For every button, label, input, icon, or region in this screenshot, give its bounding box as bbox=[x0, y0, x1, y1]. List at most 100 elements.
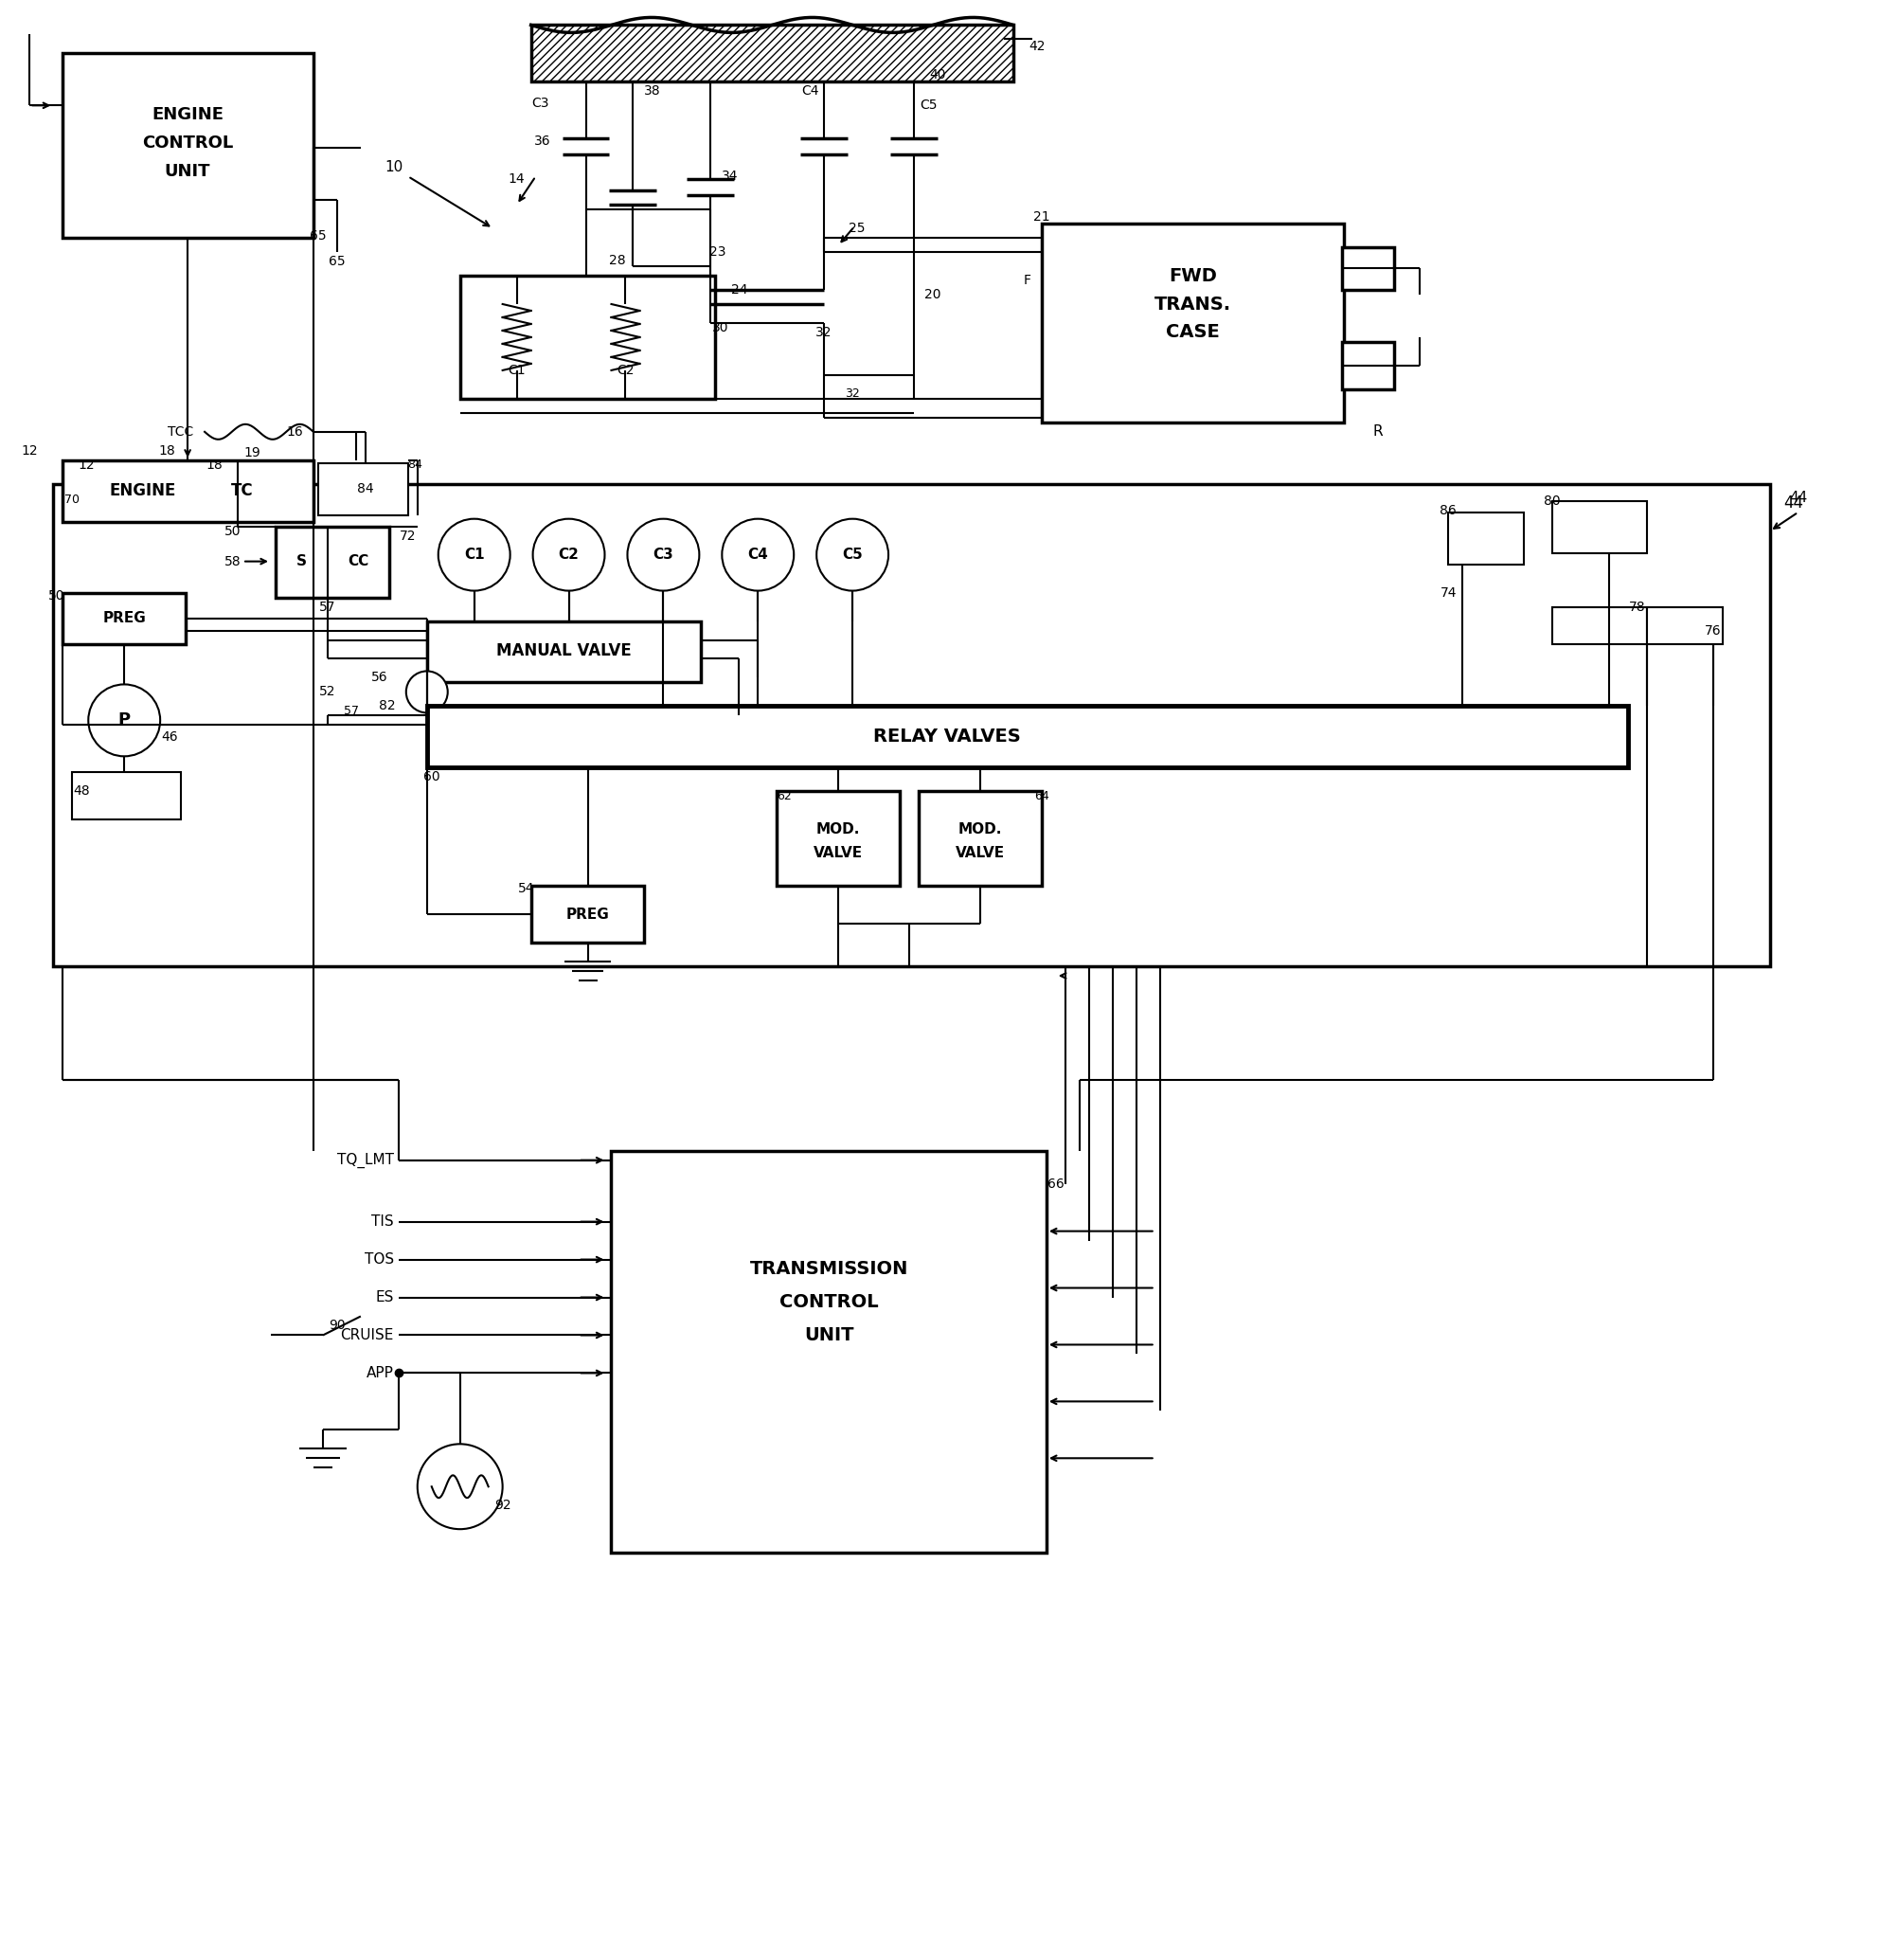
Text: TQ_LMT: TQ_LMT bbox=[336, 1152, 395, 1168]
Text: CASE: CASE bbox=[1167, 323, 1219, 341]
Bar bbox=[62, 592, 186, 645]
Text: C4: C4 bbox=[748, 547, 769, 563]
Bar bbox=[318, 463, 408, 515]
Text: 78: 78 bbox=[1629, 600, 1646, 613]
Text: 57: 57 bbox=[319, 600, 336, 613]
Text: RELAY VALVES: RELAY VALVES bbox=[874, 727, 1020, 745]
Text: CRUISE: CRUISE bbox=[340, 1329, 395, 1343]
Text: VALVE: VALVE bbox=[956, 845, 1005, 860]
Bar bbox=[1552, 608, 1646, 645]
Bar bbox=[611, 1151, 1047, 1552]
Text: 32: 32 bbox=[815, 325, 832, 339]
Text: CONTROL: CONTROL bbox=[143, 135, 233, 151]
Text: 76: 76 bbox=[1704, 623, 1721, 637]
Bar bbox=[1552, 502, 1646, 553]
Text: C5: C5 bbox=[919, 98, 938, 112]
Text: MANUAL VALVE: MANUAL VALVE bbox=[496, 643, 631, 661]
Text: C3: C3 bbox=[532, 96, 549, 110]
Text: 57: 57 bbox=[344, 706, 359, 717]
Text: 12: 12 bbox=[79, 459, 94, 472]
Text: 50: 50 bbox=[47, 588, 64, 602]
Text: C5: C5 bbox=[842, 547, 862, 563]
Bar bbox=[427, 706, 1627, 768]
Text: ENGINE: ENGINE bbox=[152, 106, 224, 123]
Text: 18: 18 bbox=[205, 459, 222, 472]
Text: 23: 23 bbox=[708, 245, 725, 259]
Text: R: R bbox=[1372, 425, 1383, 439]
Text: P: P bbox=[118, 711, 130, 729]
Text: 74: 74 bbox=[1439, 586, 1456, 600]
Text: FWD: FWD bbox=[1169, 267, 1218, 284]
Circle shape bbox=[417, 1445, 502, 1529]
Text: 44: 44 bbox=[1789, 490, 1808, 506]
Bar bbox=[1342, 341, 1394, 390]
Text: 40: 40 bbox=[930, 69, 945, 82]
Text: 70: 70 bbox=[64, 494, 79, 506]
Text: 52: 52 bbox=[319, 686, 336, 698]
Text: TRANSMISSION: TRANSMISSION bbox=[750, 1260, 908, 1278]
Text: TCC: TCC bbox=[167, 425, 194, 439]
Text: F: F bbox=[1024, 274, 1032, 286]
Text: UNIT: UNIT bbox=[804, 1327, 853, 1345]
Text: 38: 38 bbox=[644, 84, 660, 98]
Bar bbox=[53, 484, 1770, 966]
Text: TIS: TIS bbox=[372, 1215, 395, 1229]
Text: APP: APP bbox=[366, 1366, 395, 1380]
Text: 21: 21 bbox=[1033, 210, 1050, 223]
Bar bbox=[62, 461, 314, 521]
Circle shape bbox=[438, 519, 509, 590]
Circle shape bbox=[722, 519, 793, 590]
Text: 56: 56 bbox=[372, 670, 387, 684]
Text: TRANS.: TRANS. bbox=[1154, 296, 1231, 314]
Text: MOD.: MOD. bbox=[815, 821, 861, 837]
Circle shape bbox=[628, 519, 699, 590]
Text: 66: 66 bbox=[1047, 1178, 1064, 1190]
Bar bbox=[532, 886, 644, 943]
Bar bbox=[1342, 247, 1394, 290]
Text: 14: 14 bbox=[509, 172, 524, 186]
Bar bbox=[276, 527, 389, 598]
Text: VALVE: VALVE bbox=[814, 845, 862, 860]
Circle shape bbox=[534, 519, 605, 590]
Text: 24: 24 bbox=[731, 284, 748, 296]
Text: 25: 25 bbox=[849, 221, 866, 235]
Text: 84: 84 bbox=[408, 459, 423, 470]
Text: 42: 42 bbox=[1028, 39, 1045, 53]
Text: 48: 48 bbox=[73, 784, 90, 798]
Bar bbox=[919, 792, 1041, 886]
Text: 80: 80 bbox=[1545, 494, 1561, 508]
Text: 86: 86 bbox=[1439, 504, 1456, 517]
Text: C1: C1 bbox=[464, 547, 485, 563]
Text: 10: 10 bbox=[385, 161, 402, 174]
Text: PREG: PREG bbox=[566, 907, 609, 921]
Text: 62: 62 bbox=[776, 790, 791, 802]
Bar bbox=[776, 792, 900, 886]
Text: UNIT: UNIT bbox=[165, 163, 210, 180]
Text: 30: 30 bbox=[712, 321, 729, 335]
Bar bbox=[460, 276, 716, 398]
Text: C1: C1 bbox=[507, 365, 526, 376]
Text: 72: 72 bbox=[400, 529, 417, 543]
Text: 65: 65 bbox=[329, 255, 346, 269]
Bar bbox=[1646, 608, 1723, 645]
Text: 18: 18 bbox=[158, 445, 175, 457]
Text: C3: C3 bbox=[654, 547, 675, 563]
Text: 44: 44 bbox=[1783, 494, 1804, 512]
Bar bbox=[1041, 223, 1343, 421]
Text: 28: 28 bbox=[609, 255, 626, 267]
Text: 90: 90 bbox=[329, 1319, 346, 1333]
Text: 19: 19 bbox=[244, 447, 261, 459]
Text: C2: C2 bbox=[558, 547, 579, 563]
Text: 46: 46 bbox=[162, 731, 179, 745]
Text: 64: 64 bbox=[1033, 790, 1048, 802]
Text: 20: 20 bbox=[924, 288, 941, 302]
Text: 50: 50 bbox=[225, 525, 241, 537]
Text: 58: 58 bbox=[225, 555, 241, 568]
Text: C2: C2 bbox=[616, 365, 635, 376]
Circle shape bbox=[817, 519, 889, 590]
Text: 36: 36 bbox=[534, 135, 551, 149]
Text: 60: 60 bbox=[423, 770, 440, 784]
Text: 16: 16 bbox=[286, 425, 303, 439]
Text: 54: 54 bbox=[519, 882, 534, 896]
Text: 65: 65 bbox=[310, 229, 327, 243]
